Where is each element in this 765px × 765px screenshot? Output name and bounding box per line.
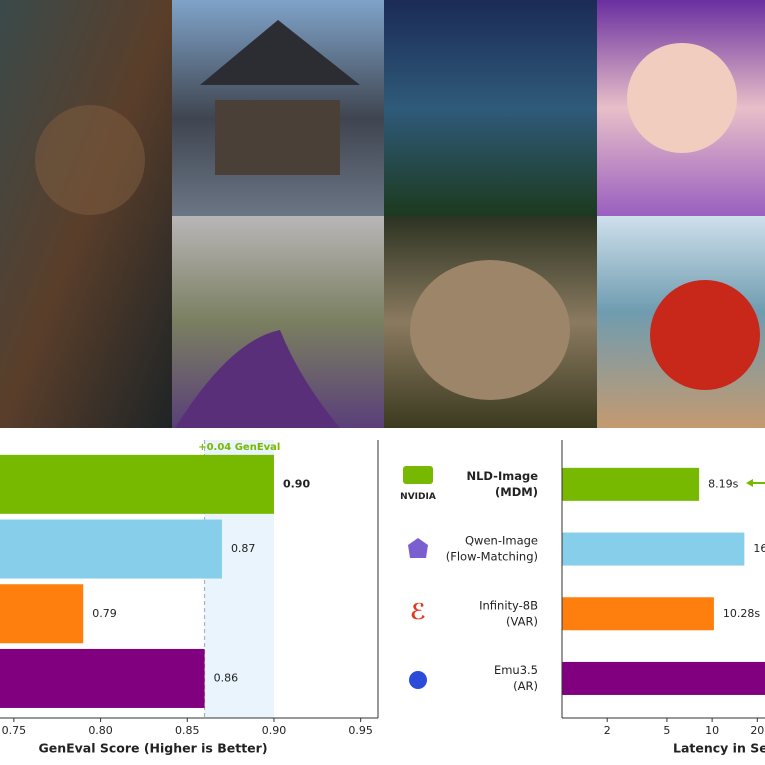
bar — [562, 467, 700, 501]
x-tick-label: 0.80 — [88, 724, 113, 737]
bar — [0, 648, 205, 708]
logo — [409, 671, 427, 689]
logo — [408, 538, 428, 558]
x-axis-label: Latency in Seconds — [673, 741, 765, 756]
category-label: (AR) — [513, 679, 538, 693]
value-label: 0.79 — [92, 607, 117, 620]
category-label: Qwen-Image — [465, 534, 538, 548]
image-subject — [175, 330, 340, 428]
logo — [403, 466, 433, 484]
image-subject — [627, 43, 737, 153]
value-label: 10.28s — [723, 607, 760, 620]
image-subject — [35, 105, 145, 215]
value-label: 0.87 — [231, 542, 256, 555]
category-label: (VAR) — [506, 614, 538, 628]
x-axis-label: GenEval Score (Higher is Better) — [38, 741, 267, 756]
value-label: 0.86 — [214, 671, 239, 684]
category-label: (Flow-Matching) — [446, 550, 538, 564]
image-subject — [215, 100, 340, 175]
image-subject — [200, 20, 360, 85]
value-label: 16 — [753, 542, 765, 555]
image-grid — [0, 0, 765, 428]
logo-label: NVIDIA — [400, 492, 436, 502]
value-label: 8.19s — [708, 477, 738, 490]
image-subject — [410, 260, 570, 400]
category-label: Infinity-8B — [479, 598, 538, 612]
image-subject — [650, 280, 760, 390]
chart: 8.19s NLD-Image (MDM) NVIDIA 16 Qwen-Image (Fl… — [400, 440, 765, 756]
logos: ℰ — [403, 466, 765, 689]
value-label: 0.90 — [283, 477, 310, 490]
logo: ℰ — [410, 600, 426, 625]
x-tick-label: 0.95 — [348, 724, 373, 737]
x-tick-label: 2 — [604, 724, 611, 737]
chart: +0.04 GenEval 0.90 0.87 0.79 0.86 0.75 0.80 0.8… — [0, 440, 379, 756]
category-label: (MDM) — [495, 485, 538, 499]
x-tick-label: 0.90 — [262, 724, 287, 737]
bar — [0, 454, 274, 514]
image — [384, 0, 597, 216]
annotation: +0.04 GenEval — [198, 442, 280, 453]
x-tick-label: 20 — [750, 724, 764, 737]
category-label: Emu3.5 — [494, 663, 538, 677]
bar — [562, 532, 745, 566]
bar — [562, 661, 765, 695]
x-tick-label: 10 — [705, 724, 719, 737]
bar — [0, 584, 84, 644]
x-tick-label: 0.85 — [175, 724, 200, 737]
x-tick-label: 5 — [663, 724, 670, 737]
x-tick-label: 0.75 — [2, 724, 27, 737]
bar — [0, 519, 222, 579]
category-label: NLD-Image — [466, 469, 538, 483]
arrow — [746, 479, 753, 487]
bar — [562, 597, 714, 631]
